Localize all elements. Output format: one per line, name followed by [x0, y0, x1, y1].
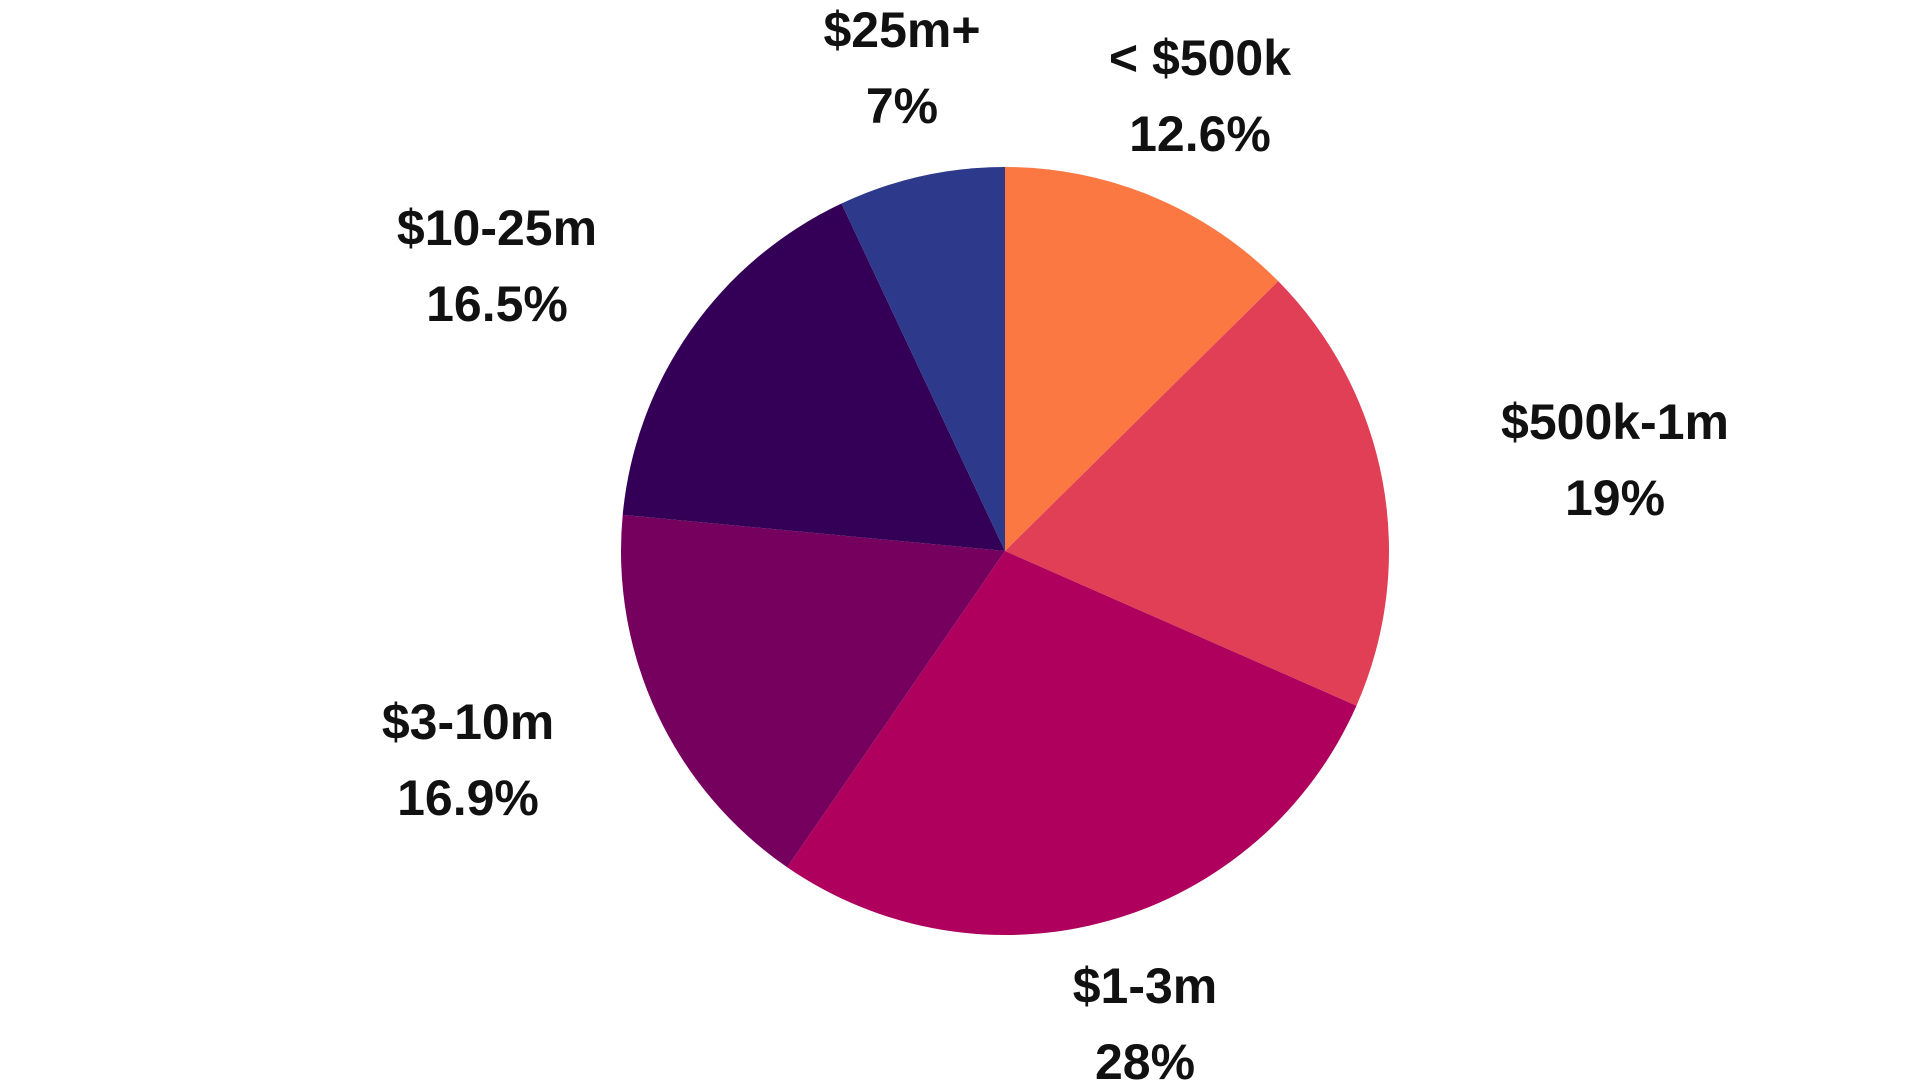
slice-percent-label-1: 19%: [1565, 470, 1665, 526]
pie-slice-0: [1005, 166, 1279, 551]
pie-slice-4: [622, 203, 1005, 552]
slice-category-label-0: < $500k: [1109, 30, 1291, 86]
slice-percent-label-3: 16.9%: [397, 770, 539, 826]
slice-category-label-1: $500k-1m: [1501, 394, 1729, 450]
slice-percent-label-0: 12.6%: [1129, 106, 1271, 162]
pie-slice-5: [841, 167, 1005, 551]
slice-percent-label-5: 7%: [866, 78, 938, 134]
slice-percent-label-2: 28%: [1095, 1034, 1195, 1080]
pie-slice-3: [620, 514, 1005, 868]
slice-category-label-5: $25m+: [823, 2, 980, 58]
labels-layer: < $500k 12.6% $500k-1m 19% $1-3m 28% $3-10m 16.…: [382, 2, 1729, 1080]
slice-percent-label-4: 16.5%: [426, 276, 568, 332]
slices-layer: [620, 166, 1390, 936]
slice-category-label-3: $3-10m: [382, 694, 554, 750]
slice-category-label-2: $1-3m: [1073, 958, 1218, 1014]
pie-slice-2: [787, 551, 1357, 936]
slice-category-label-4: $10-25m: [397, 200, 597, 256]
pie-slice-1: [1005, 281, 1390, 706]
